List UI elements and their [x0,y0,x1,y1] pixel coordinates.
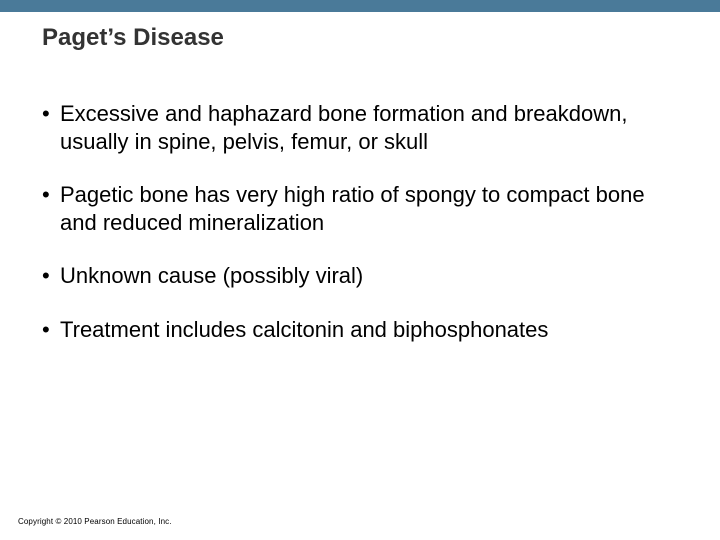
bullet-marker-icon: • [42,262,60,290]
bullet-text: Unknown cause (possibly viral) [60,262,678,290]
top-accent-bar [0,0,720,12]
copyright-text: Copyright © 2010 Pearson Education, Inc. [18,517,172,526]
bullet-marker-icon: • [42,100,60,128]
bullet-marker-icon: • [42,316,60,344]
slide: Paget’s Disease • Excessive and haphazar… [0,0,720,540]
bullet-text: Treatment includes calcitonin and biphos… [60,316,678,344]
list-item: • Treatment includes calcitonin and biph… [42,316,678,344]
list-item: • Excessive and haphazard bone formation… [42,100,678,155]
bullet-marker-icon: • [42,181,60,209]
slide-title: Paget’s Disease [42,24,224,52]
list-item: • Pagetic bone has very high ratio of sp… [42,181,678,236]
list-item: • Unknown cause (possibly viral) [42,262,678,290]
bullet-text: Pagetic bone has very high ratio of spon… [60,181,678,236]
bullet-text: Excessive and haphazard bone formation a… [60,100,678,155]
bullet-list: • Excessive and haphazard bone formation… [42,100,678,369]
